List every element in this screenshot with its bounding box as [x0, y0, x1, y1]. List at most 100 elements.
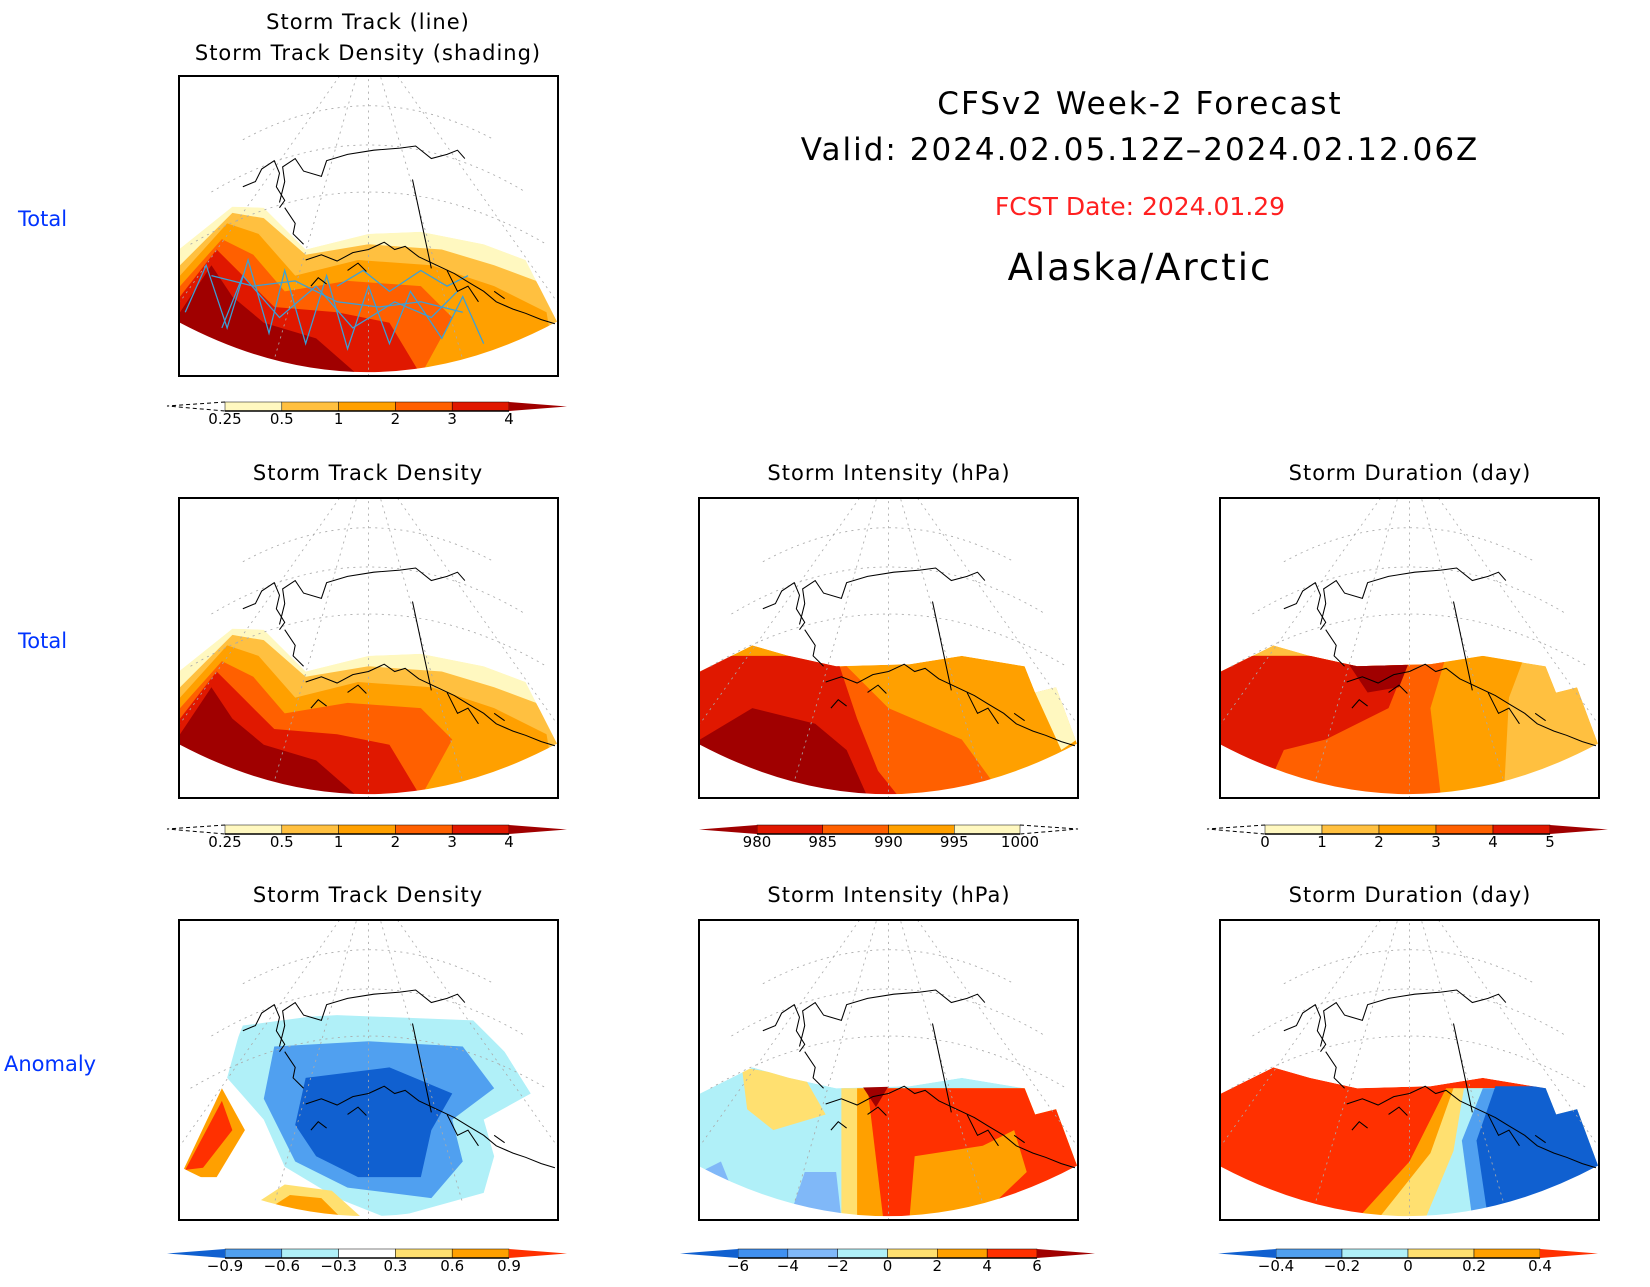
- coastline: [242, 567, 556, 747]
- colorbar-tick-label: 0: [1260, 833, 1270, 851]
- colorbar-arrow-end: [509, 402, 567, 411]
- colorbar-open-end: [166, 824, 226, 835]
- colorbar-tick-label: 985: [808, 833, 838, 851]
- map-storm-duration-anomaly: [1219, 919, 1600, 1221]
- colorbar-tick-label: −2: [826, 1257, 849, 1275]
- shaded-band: [295, 1067, 453, 1178]
- colorbar-arrow-end: [1037, 1249, 1095, 1258]
- colorbar-arrow-end: [699, 825, 757, 834]
- storm-track-line: [184, 257, 485, 351]
- colorbar-tick-label: 5: [1545, 833, 1555, 851]
- colorbar-arrow-end: [509, 1249, 567, 1258]
- colorbar-tick-label: 1: [333, 833, 344, 851]
- graticule-line: [1231, 613, 1588, 667]
- graticule-line: [700, 499, 860, 725]
- storm-track-line: [221, 274, 458, 329]
- map-canvas: [700, 499, 1077, 797]
- storm-track-line: [336, 269, 469, 293]
- graticule-line: [242, 949, 495, 985]
- colorbar-box: [338, 401, 396, 412]
- colorbar-open-end: [1019, 824, 1079, 835]
- colorbar-tick-label: 2: [932, 1257, 943, 1275]
- panel-title-duration-anomaly: Storm Duration (day): [1288, 883, 1532, 907]
- main-title: CFSv2 Week-2 Forecast: [937, 86, 1343, 122]
- graticule-line: [242, 105, 495, 141]
- colorbar-arrow-end: [1550, 825, 1608, 834]
- graticule-line: [180, 77, 340, 303]
- colorbar-tick-label: 2: [1374, 833, 1384, 851]
- colorbar-tick-label: −0.3: [320, 1257, 357, 1275]
- colorbar-tick-label: 0.3: [383, 1257, 408, 1275]
- colorbar-tick-label: −0.6: [263, 1257, 301, 1275]
- coastline: [242, 989, 556, 1169]
- coastline: [1283, 989, 1597, 1169]
- graticule-line: [190, 1035, 547, 1089]
- colorbar-box: [1492, 824, 1551, 835]
- colorbar-tick-label: 990: [874, 833, 903, 851]
- colorbar-tick-label: 995: [939, 833, 969, 851]
- colorbar-box: [1378, 824, 1437, 835]
- colorbar-open-end: [1206, 824, 1266, 835]
- colorbar-tick-label: 1: [1317, 833, 1327, 851]
- graticule-line: [917, 921, 1077, 1147]
- graticule-line: [762, 949, 1015, 985]
- colorbar-box: [1321, 824, 1380, 835]
- region-name: Alaska/Arctic: [1007, 246, 1273, 289]
- colorbar-tick-label: −4: [776, 1257, 799, 1275]
- colorbar-tick-label: 4: [982, 1257, 992, 1275]
- colorbar-tick-label: 2: [390, 410, 401, 428]
- coastline: [762, 989, 1076, 1169]
- panel-title-density-anomaly: Storm Track Density: [252, 883, 484, 907]
- colorbar-tick-label: 2: [390, 833, 401, 851]
- map-storm-intensity-total: [698, 497, 1079, 799]
- colorbar-tick-label: 3: [447, 410, 457, 428]
- row-label-total: Total: [18, 629, 68, 653]
- colorbar-tick-label: 0.2: [1462, 1257, 1486, 1275]
- colorbar-tick-label: −0.9: [206, 1257, 244, 1275]
- colorbar-tick-label: 0.5: [269, 410, 294, 428]
- colorbar-box: [1264, 824, 1323, 835]
- shaded-band: [1035, 681, 1077, 750]
- map-storm-duration-total: [1219, 497, 1600, 799]
- shaded-band: [1221, 655, 1410, 797]
- colorbar-arrow-end: [1540, 1249, 1598, 1258]
- panel-title-intensity-anomaly: Storm Intensity (hPa): [767, 883, 1011, 907]
- colorbar-tick-label: 0.4: [1528, 1257, 1552, 1275]
- colorbar-tick-label: −6: [726, 1257, 750, 1275]
- colorbar-tick-label: 4: [504, 833, 514, 851]
- colorbar-tick-label: 1: [333, 410, 344, 428]
- graticule-line: [180, 499, 340, 725]
- graticule-line: [700, 921, 860, 1147]
- graticule-line: [1438, 921, 1598, 1147]
- forecast-date: FCST Date: 2024.01.29: [994, 192, 1286, 221]
- colorbar-tick-label: 0.6: [440, 1257, 465, 1275]
- storm-track-line: [211, 275, 463, 313]
- map-canvas: [180, 77, 557, 375]
- map-storm-intensity-anomaly: [698, 919, 1079, 1221]
- panel-title-storm-track-shading: Storm Track Density (shading): [194, 41, 542, 65]
- graticule-line: [1283, 949, 1536, 985]
- colorbar-tick-label: 4: [504, 410, 514, 428]
- graticule-line: [397, 77, 557, 303]
- valid-period: Valid: 2024.02.05.12Z–2024.02.12.06Z: [800, 132, 1480, 168]
- coastline: [242, 145, 556, 325]
- panel-title-intensity-total: Storm Intensity (hPa): [767, 461, 1011, 485]
- colorbar-tick-label: 0.25: [208, 833, 242, 851]
- map-storm-track-density-anomaly: [178, 919, 559, 1221]
- colorbar-arrow-end: [1218, 1249, 1276, 1258]
- graticule-line: [242, 527, 495, 563]
- colorbar-arrow-end: [509, 825, 567, 834]
- graticule-line: [710, 1035, 1067, 1089]
- colorbar-open-end: [166, 401, 226, 412]
- row-label-total-top: Total: [18, 207, 68, 231]
- graticule-line: [397, 499, 557, 725]
- map-canvas: [1221, 921, 1598, 1219]
- colorbar-arrow-end: [680, 1249, 738, 1258]
- graticule-line: [1221, 499, 1381, 725]
- map-canvas: [700, 921, 1077, 1219]
- colorbar-tick-label: 6: [1032, 1257, 1042, 1275]
- colorbar-box: [395, 401, 453, 412]
- map-storm-track-density-with-tracks: [178, 75, 559, 377]
- graticule-line: [397, 921, 557, 1147]
- shaded-band: [185, 1100, 233, 1170]
